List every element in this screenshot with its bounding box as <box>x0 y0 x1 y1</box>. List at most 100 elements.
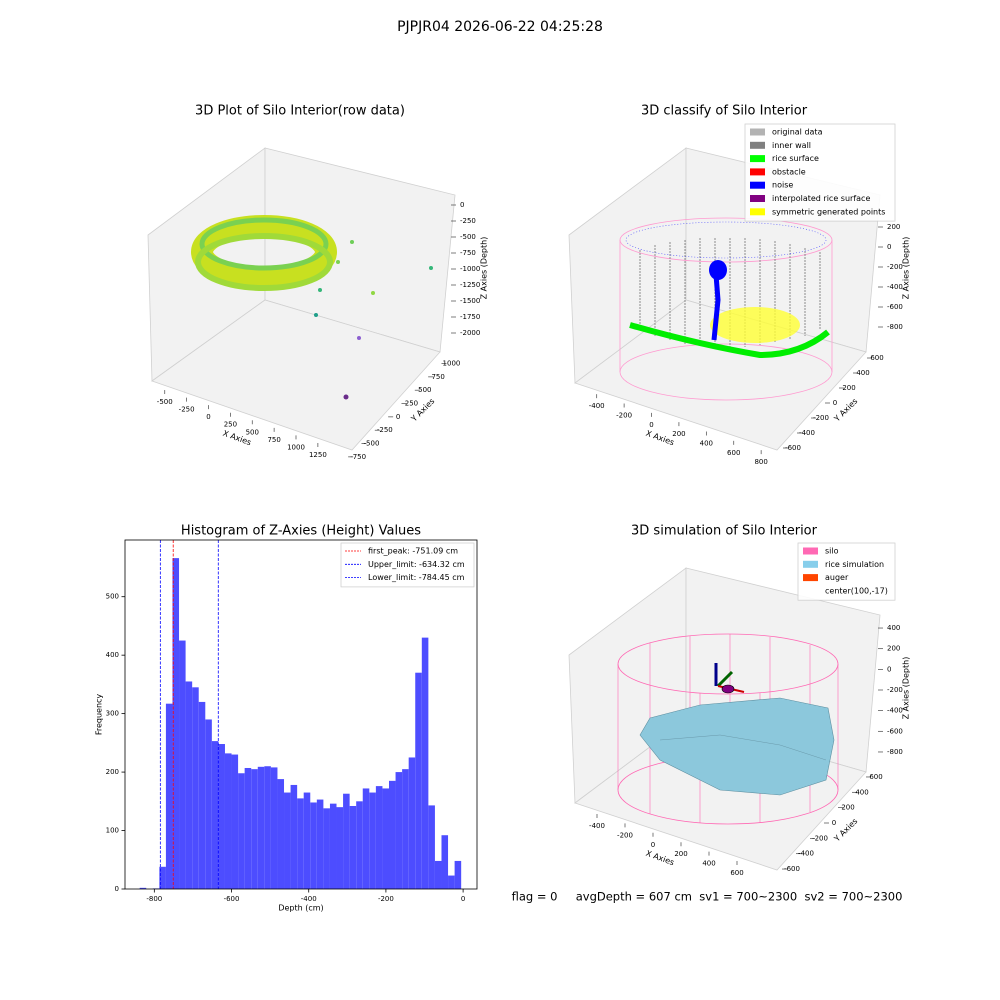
z-axis-label: Z Axies (Depth) <box>902 237 911 300</box>
bar <box>224 753 232 889</box>
x-tick-label: 200 <box>672 430 685 438</box>
x-axis-label: Depth (cm) <box>278 904 323 913</box>
legend-patch <box>750 208 765 216</box>
z-tick-label: 0 <box>887 243 891 251</box>
x-tick-label: 600 <box>730 869 743 877</box>
y-tick-label: -400 <box>799 429 815 437</box>
bar <box>211 741 219 889</box>
subplot-title: 3D Plot of Silo Interior(row data) <box>195 104 405 119</box>
bar <box>231 754 239 889</box>
y-tick-label: -750 <box>350 453 366 461</box>
z-tick-label: 0 <box>887 665 891 673</box>
legend-box <box>744 123 896 222</box>
x-tick-label: -200 <box>378 895 394 903</box>
bar <box>238 773 245 889</box>
legend-patch <box>803 547 818 555</box>
y-tick-label: 400 <box>855 788 868 796</box>
x-tick-label: -400 <box>589 402 605 410</box>
legend-label: auger <box>825 573 849 582</box>
z-tick-label: -800 <box>887 323 903 331</box>
z-tick-label: 400 <box>887 624 900 632</box>
bar <box>389 780 396 889</box>
bar <box>159 866 166 889</box>
x-tick-label: -800 <box>146 895 162 903</box>
bar <box>375 786 383 889</box>
legend-patch <box>750 195 765 202</box>
z-tick-label: -600 <box>887 727 903 735</box>
z-tick-label: -1000 <box>460 265 480 273</box>
bar <box>172 558 180 889</box>
point-cloud-1 <box>191 215 433 400</box>
z-tick-label: -2000 <box>460 329 480 337</box>
subplot-title: Histogram of Z-Axies (Height) Values <box>181 524 421 539</box>
bar <box>382 788 389 889</box>
y-tick-label: -250 <box>377 426 393 434</box>
y-tick-label: -200 <box>812 834 828 842</box>
bar <box>408 757 416 889</box>
legend-patch <box>750 128 765 136</box>
bar <box>297 798 304 889</box>
bar <box>356 801 363 889</box>
x-tick-label: -500 <box>157 398 173 406</box>
legend-label: rice surface <box>772 154 819 163</box>
bar <box>198 701 206 889</box>
legend-label: original data <box>772 128 823 137</box>
legend-patch <box>750 168 765 176</box>
z-tick-label: -500 <box>460 233 476 241</box>
x-tick-label: 1000 <box>287 443 305 451</box>
x-tick-label: 0 <box>651 841 655 849</box>
legend-label: center(100,-17) <box>825 586 888 595</box>
bar <box>310 802 317 889</box>
z-tick-label: -800 <box>887 748 903 756</box>
z-tick-label: -200 <box>887 263 903 271</box>
z-axis-label: Z Axies (Depth) <box>480 237 489 300</box>
bar <box>395 772 403 889</box>
legend-box <box>340 542 475 588</box>
legend-label: obstacle <box>772 167 806 176</box>
z-tick-label: -750 <box>460 249 476 257</box>
legend-label: symmetric generated points <box>772 207 885 216</box>
x-tick-label: 500 <box>246 428 259 436</box>
bar <box>316 799 324 889</box>
bar <box>257 766 265 889</box>
point-cloud-2 <box>619 217 833 401</box>
z-tick-label: 0 <box>460 201 464 209</box>
z-tick-label: 200 <box>887 645 900 653</box>
y-tick-label: 0 <box>396 413 400 421</box>
z-axis-label: Z Axies (Depth) <box>902 657 911 720</box>
y-tick-label: 200 <box>841 804 854 812</box>
bar <box>402 769 409 889</box>
bar <box>270 767 278 889</box>
legend-patch <box>803 574 818 582</box>
bar <box>290 784 298 889</box>
y-tick-label: -600 <box>785 444 801 452</box>
z-tick-label: -400 <box>887 283 903 291</box>
bar <box>343 793 350 889</box>
y-tick-label: -500 <box>364 440 380 448</box>
y-tick-label: 200 <box>106 768 119 776</box>
x-tick-label: 0 <box>461 895 465 903</box>
figure-title: PJPJR04 2026-06-22 04:25:28 <box>397 19 603 35</box>
x-tick-label: 0 <box>206 413 210 421</box>
legend-label: Upper_limit: -634.32 cm <box>368 560 465 569</box>
y-tick-label: 250 <box>405 400 418 408</box>
y-tick-label: 0 <box>833 399 837 407</box>
legend-patch <box>750 155 765 163</box>
footer-text: flag = 0 avgDepth = 607 cm sv1 = 700~230… <box>512 890 903 904</box>
plot-frame <box>124 539 478 890</box>
bar <box>454 860 462 889</box>
x-tick-label: 200 <box>674 850 687 858</box>
bar <box>415 672 422 889</box>
x-tick-label: -250 <box>179 406 195 414</box>
bar <box>303 792 311 889</box>
bar <box>277 779 285 889</box>
y-tick-label: -400 <box>798 850 814 858</box>
bar <box>448 875 455 889</box>
x-tick-label: 1250 <box>309 451 327 459</box>
bar <box>362 788 370 889</box>
subplot-title: 3D classify of Silo Interior <box>641 104 808 119</box>
legend-label: interpolated rice surface <box>772 194 870 203</box>
bar <box>329 803 337 889</box>
legend-label: first_peak: -751.09 cm <box>368 547 458 556</box>
